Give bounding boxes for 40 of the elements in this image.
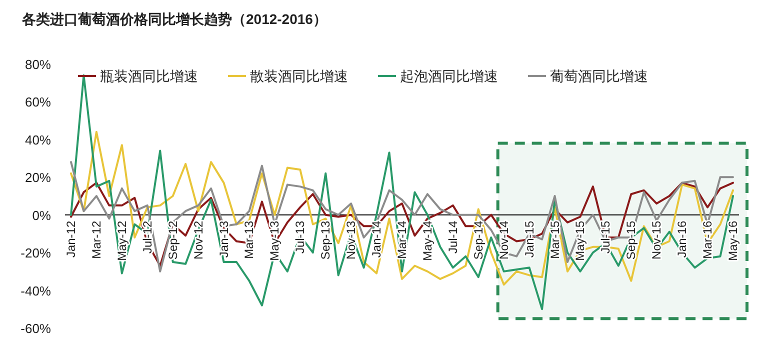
y-tick-label: -40% xyxy=(20,283,52,298)
x-tick-label: Jan-14 xyxy=(370,220,384,258)
y-tick-label: 20% xyxy=(24,170,52,186)
y-tick-label: 80% xyxy=(24,57,52,72)
legend-label: 葡萄酒同比增速 xyxy=(550,68,648,84)
x-tick-label: Jul-14 xyxy=(446,220,460,254)
x-tick-label: Jan-15 xyxy=(522,220,536,258)
legend-label: 起泡酒同比增速 xyxy=(400,68,498,84)
x-tick-label: Jan-12 xyxy=(64,220,78,258)
x-tick-label: May-13 xyxy=(268,220,282,261)
x-tick-label: Sep-12 xyxy=(166,220,180,260)
x-tick-label: Sep-14 xyxy=(471,220,486,260)
x-tick-label: Sep-15 xyxy=(624,220,638,260)
y-tick-label: -20% xyxy=(20,246,52,261)
x-tick-label: Jul-12 xyxy=(140,220,154,254)
x-tick-label: Jan-13 xyxy=(216,220,231,258)
x-tick-label: Mar-12 xyxy=(89,220,104,259)
y-tick-label: 40% xyxy=(24,132,52,148)
x-tick-label: Mar-15 xyxy=(548,220,562,259)
x-tick-label: May-15 xyxy=(573,220,588,261)
y-tick-label: 60% xyxy=(24,94,52,110)
legend-label: 散装酒同比增速 xyxy=(250,68,348,84)
x-tick-label: Nov-12 xyxy=(191,220,206,260)
x-tick-label: Jul-13 xyxy=(293,220,308,254)
x-tick-label: Mar-14 xyxy=(395,220,409,259)
x-tick-label: Nov-13 xyxy=(344,220,358,260)
x-tick-label: May-14 xyxy=(420,220,434,261)
legend-label: 瓶装酒同比增速 xyxy=(100,68,198,84)
y-tick-label: -60% xyxy=(20,321,52,336)
x-tick-label: Mar-13 xyxy=(242,220,256,259)
x-tick-label: Sep-13 xyxy=(318,220,333,260)
x-tick-label: Jan-16 xyxy=(675,220,690,258)
x-tick-label: May-12 xyxy=(114,220,129,261)
x-tick-label: Jul-15 xyxy=(598,220,613,254)
x-tick-label: Nov-14 xyxy=(496,220,511,260)
x-tick-label: May-16 xyxy=(726,220,740,261)
y-tick-label: 0% xyxy=(32,208,52,223)
x-tick-label: Mar-16 xyxy=(700,220,715,259)
chart-title: 各类进口葡萄酒价格同比增长趋势（2012-2016） xyxy=(21,11,327,27)
x-tick-label: Nov-15 xyxy=(650,220,664,260)
